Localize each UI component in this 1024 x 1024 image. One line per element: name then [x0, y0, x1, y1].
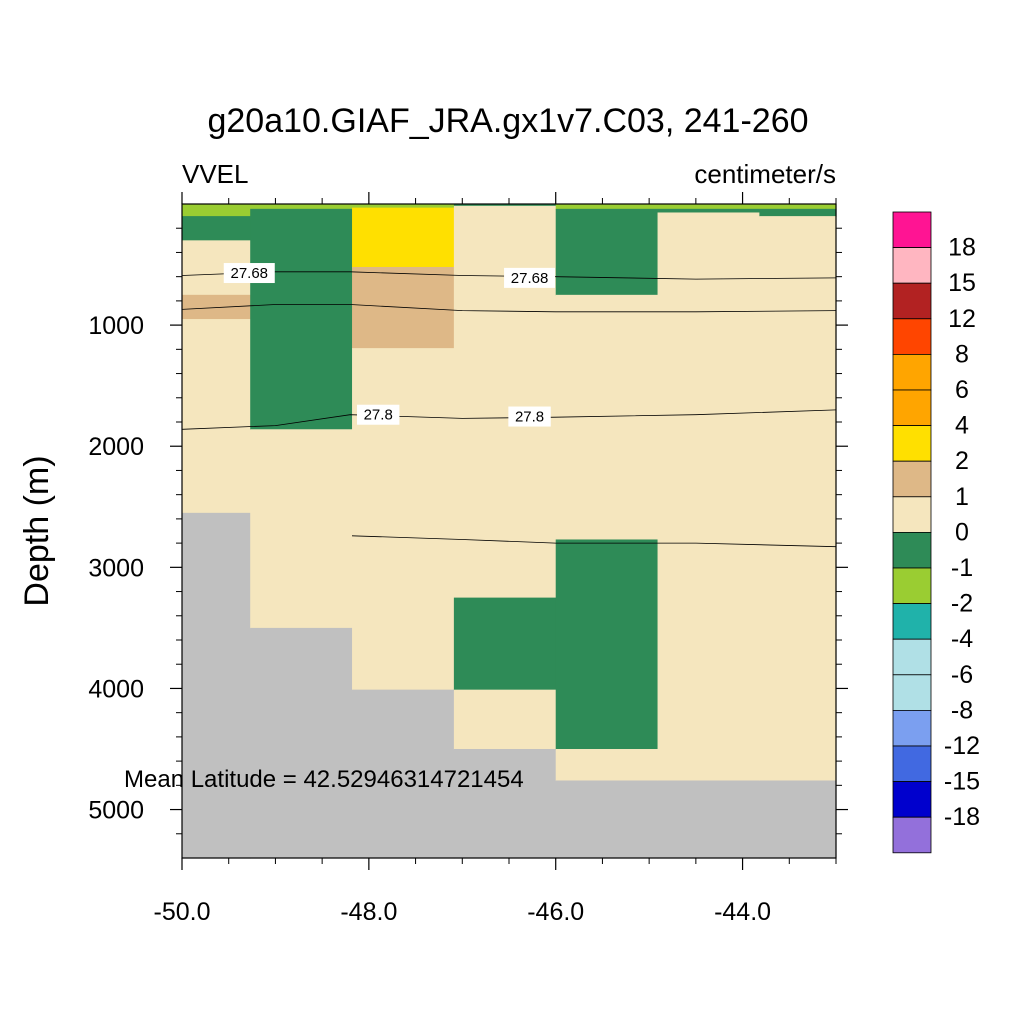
- data-cell: [250, 204, 353, 210]
- y-tick-label: 3000: [88, 554, 144, 582]
- colorbar-label: -18: [944, 803, 980, 831]
- contour-line: [181, 304, 837, 313]
- data-cell: [453, 204, 557, 207]
- colorbar-swatch: [892, 567, 932, 604]
- colorbar-swatch: [892, 282, 932, 320]
- colorbar-swatch: [892, 460, 932, 498]
- data-cell: [453, 749, 557, 859]
- data-cell: [453, 689, 557, 750]
- colorbar-label: -8: [951, 696, 973, 724]
- data-cell: [657, 208, 760, 214]
- data-cell: [657, 212, 760, 782]
- data-cell: [657, 204, 760, 210]
- contour-label-box: [508, 406, 551, 427]
- plot-axes: -50.0 -48.0 -46.0 -44.0 1000 2000 3000 4000 5000: [88, 192, 848, 926]
- colorbar-swatch: [892, 496, 932, 533]
- contour-line: [181, 409, 837, 430]
- data-cell: [250, 208, 353, 430]
- data-cell: [182, 204, 251, 217]
- contour-label: 27.68: [511, 270, 549, 287]
- data-cell: [453, 597, 557, 691]
- colorbar-label: -4: [951, 625, 973, 653]
- colorbar-swatch: [892, 745, 932, 782]
- colorbar-label: 1: [955, 483, 969, 511]
- chart-title: g20a10.GIAF_JRA.gx1v7.C03, 241-260: [207, 102, 808, 140]
- colorbar-swatch: [892, 781, 932, 818]
- colorbar-swatch: [892, 247, 932, 284]
- data-cell: [352, 204, 455, 209]
- y-tick-label: 1000: [88, 312, 144, 340]
- colorbar-swatch: [892, 389, 932, 426]
- contour-line: [351, 535, 837, 548]
- data-cell: [250, 627, 353, 859]
- colorbar-label: 8: [955, 340, 969, 368]
- y-tick-label: 2000: [88, 433, 144, 461]
- data-cell: [352, 348, 455, 691]
- colorbar: 18 15 12 8 6 4 2 1 0 -1 -2 -4 -6 -8 -12 -15 -18: [892, 211, 980, 854]
- data-cell: [555, 539, 659, 750]
- colorbar-swatch: [892, 710, 932, 747]
- data-cell: [182, 512, 251, 859]
- colorbar-swatch: [892, 674, 932, 711]
- data-cell: [759, 780, 837, 859]
- colorbar-label: 12: [948, 305, 976, 333]
- data-cell: [250, 429, 353, 629]
- data-cell: [759, 204, 837, 210]
- data-cell: [555, 749, 659, 782]
- colorbar-label: -15: [944, 768, 980, 796]
- variable-label: VVEL: [182, 159, 249, 189]
- data-cell: [555, 780, 659, 859]
- y-axis-label: Depth (m): [18, 455, 56, 606]
- contour-label: 27.8: [515, 409, 544, 426]
- data-cell: [759, 208, 837, 217]
- colorbar-swatch: [892, 211, 932, 248]
- contour-label-box: [357, 404, 400, 425]
- colorbar-label: -1: [951, 554, 973, 582]
- y-tick-label: 4000: [88, 675, 144, 703]
- x-tick-label: -50.0: [154, 898, 211, 926]
- contour-line: [181, 271, 837, 280]
- colorbar-swatch: [892, 318, 932, 355]
- colorbar-label: 2: [955, 447, 969, 475]
- x-tick-label: -46.0: [527, 898, 584, 926]
- data-cell: [182, 319, 251, 514]
- colorbar-swatch: [892, 816, 932, 854]
- colorbar-swatch: [892, 532, 932, 569]
- colorbar-swatch: [892, 638, 932, 676]
- data-cell: [352, 266, 455, 349]
- y-tick-label: 5000: [88, 797, 144, 825]
- x-tick-label: -48.0: [340, 898, 397, 926]
- colorbar-swatch: [892, 353, 932, 391]
- contour-label-box: [504, 267, 556, 288]
- x-tick-label: -44.0: [714, 898, 771, 926]
- colorbar-swatch: [892, 603, 932, 640]
- colorbar-label: -2: [951, 590, 973, 618]
- colorbar-label: 15: [948, 269, 976, 297]
- colorbar-swatch: [892, 425, 932, 462]
- colorbar-label: -6: [951, 661, 973, 689]
- colorbar-label: -12: [944, 732, 980, 760]
- data-cell: [657, 780, 760, 859]
- units-label: centimeter/s: [694, 159, 836, 189]
- data-cell: [352, 207, 455, 268]
- data-cells: [182, 204, 837, 859]
- mean-latitude-note: Mean Latitude = 42.52946314721454: [124, 766, 524, 793]
- data-cell: [759, 216, 837, 782]
- data-cell: [555, 204, 659, 210]
- contour-label: 27.68: [230, 265, 268, 282]
- colorbar-label: 18: [948, 234, 976, 262]
- data-cell: [182, 216, 251, 241]
- data-cell: [352, 689, 455, 859]
- contour-label-box: [223, 263, 275, 284]
- data-cell: [555, 208, 659, 296]
- colorbar-label: 6: [955, 376, 969, 404]
- contour-label: 27.8: [364, 407, 393, 424]
- data-cell: [555, 294, 659, 541]
- colorbar-label: 4: [955, 412, 969, 440]
- data-cell: [453, 205, 557, 599]
- colorbar-label: 0: [955, 518, 969, 546]
- contour-lines: 27.68 27.68 27.8 27.8: [181, 263, 837, 548]
